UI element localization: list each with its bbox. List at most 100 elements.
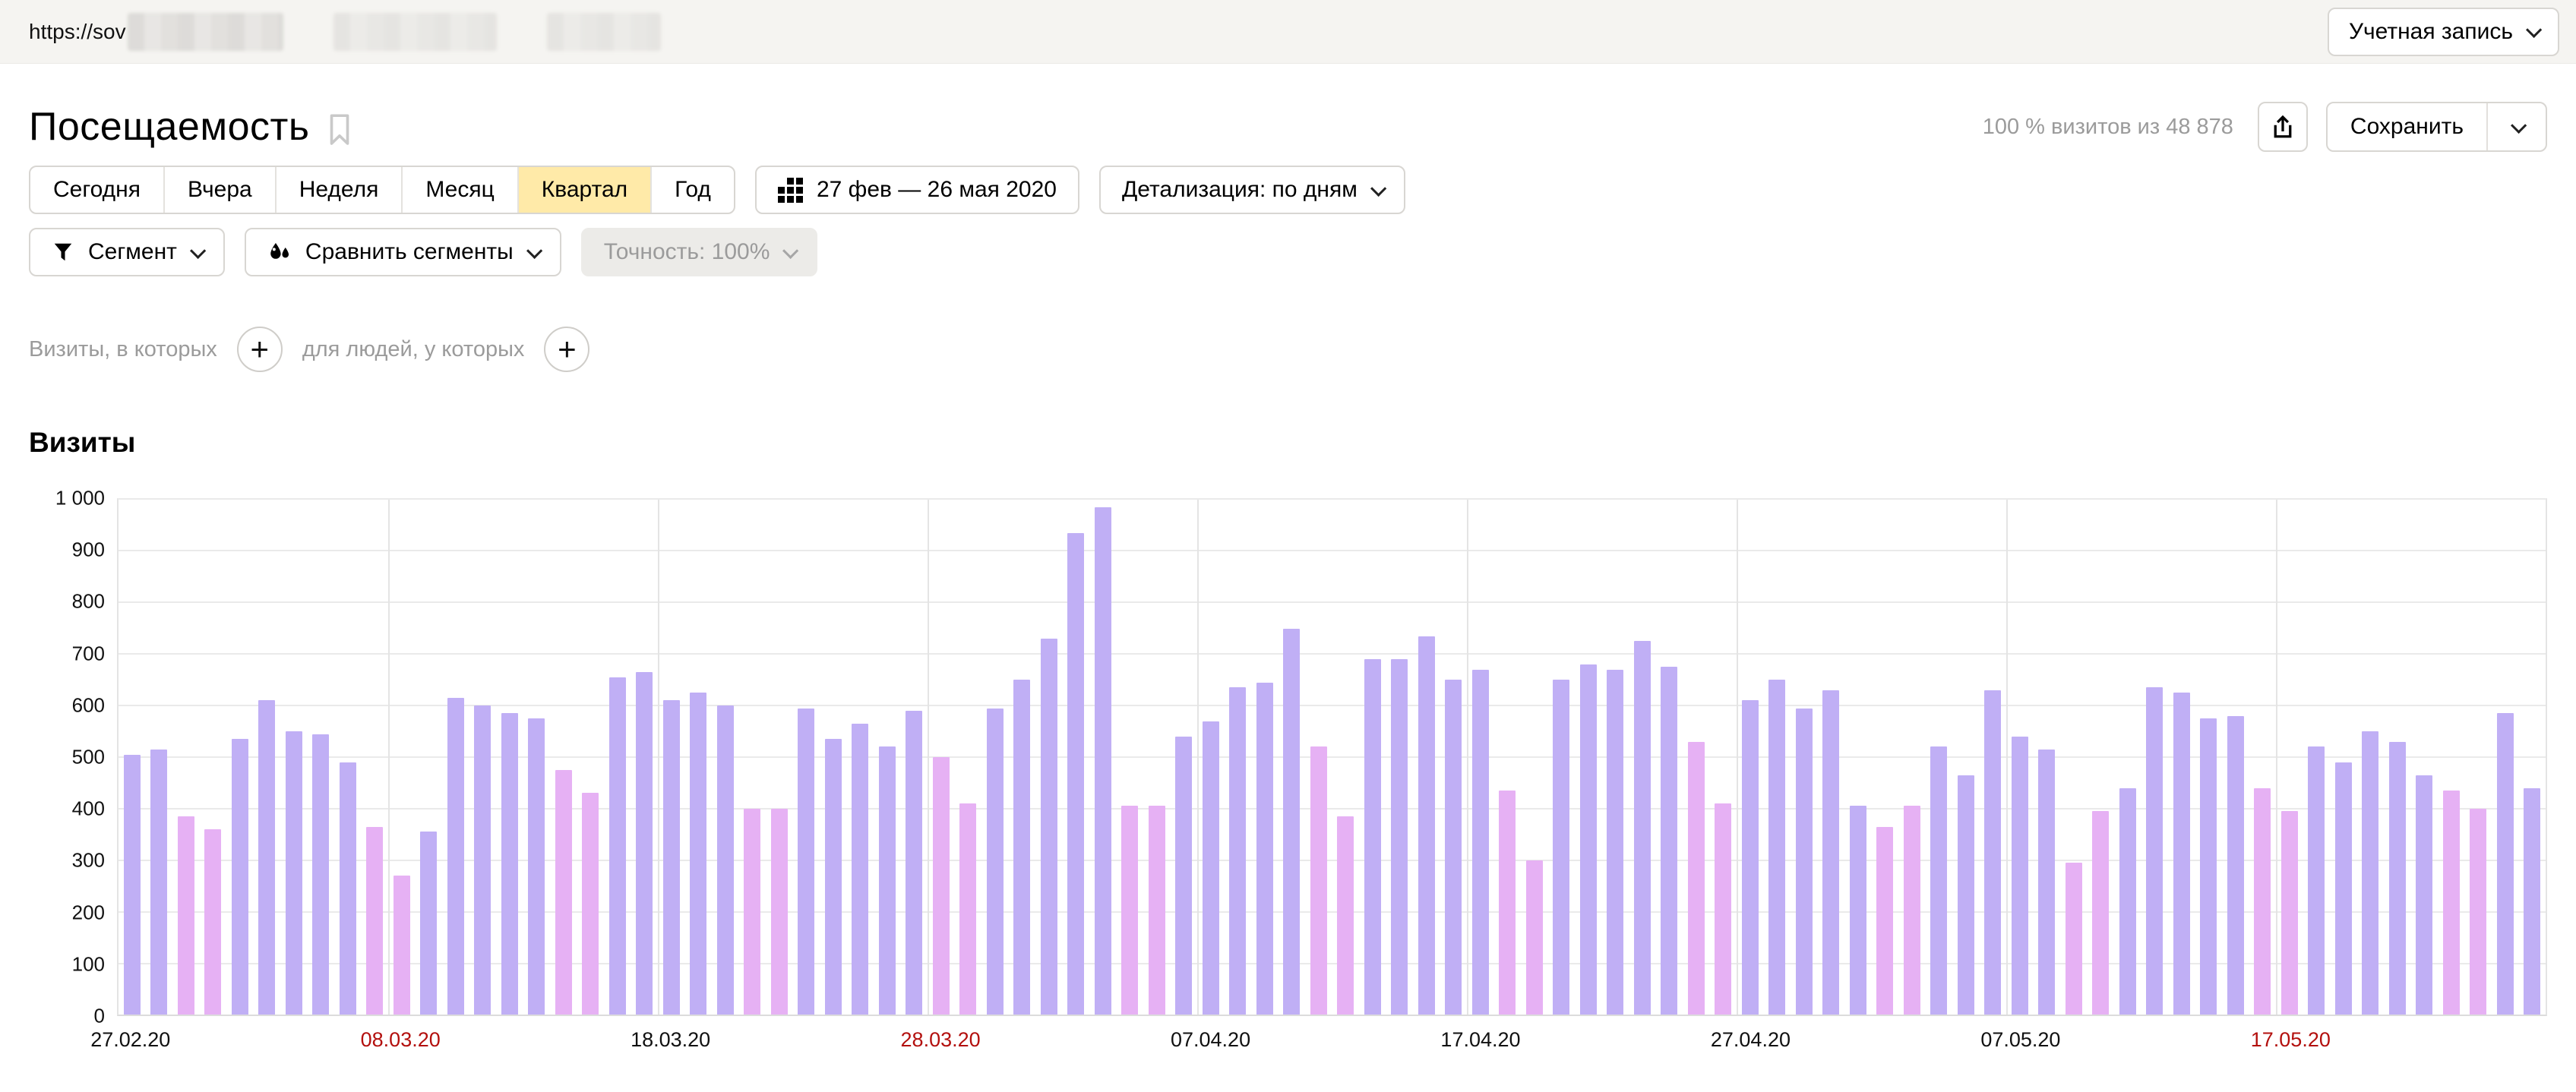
bar[interactable]: [744, 808, 761, 1015]
bar[interactable]: [2362, 731, 2379, 1015]
bar[interactable]: [1310, 746, 1327, 1015]
bar[interactable]: [1471, 669, 1489, 1015]
bar[interactable]: [1795, 708, 1813, 1015]
tab-week[interactable]: Неделя: [274, 167, 402, 213]
bar[interactable]: [1876, 826, 1894, 1015]
bar[interactable]: [716, 705, 734, 1015]
bar[interactable]: [1337, 816, 1354, 1015]
bar[interactable]: [231, 739, 248, 1015]
bar[interactable]: [258, 700, 276, 1015]
bar[interactable]: [1121, 806, 1139, 1015]
bar[interactable]: [2416, 775, 2433, 1015]
bar[interactable]: [528, 718, 545, 1015]
bar[interactable]: [1715, 803, 1732, 1015]
export-button[interactable]: [2257, 102, 2308, 152]
bar[interactable]: [1499, 791, 1516, 1015]
bar[interactable]: [2119, 787, 2136, 1015]
save-dropdown-button[interactable]: [2486, 103, 2546, 150]
bar[interactable]: [1283, 628, 1301, 1015]
bar[interactable]: [1579, 664, 1597, 1015]
bar[interactable]: [2388, 741, 2406, 1015]
add-visit-condition-button[interactable]: +: [236, 327, 283, 372]
detalization-dropdown[interactable]: Детализация: по дням: [1098, 166, 1405, 214]
bar[interactable]: [662, 700, 680, 1015]
bar[interactable]: [2334, 762, 2352, 1015]
bar[interactable]: [339, 762, 356, 1015]
tab-month[interactable]: Месяц: [401, 167, 517, 213]
bar[interactable]: [2038, 749, 2056, 1015]
bar[interactable]: [1094, 507, 1111, 1015]
bar[interactable]: [1633, 641, 1651, 1015]
bar[interactable]: [555, 769, 572, 1015]
segment-dropdown[interactable]: Сегмент: [29, 228, 225, 276]
bar[interactable]: [824, 739, 842, 1015]
bar[interactable]: [1930, 746, 1948, 1015]
bar[interactable]: [1984, 690, 2002, 1015]
bar[interactable]: [2254, 787, 2271, 1015]
bar[interactable]: [986, 708, 1004, 1015]
bar[interactable]: [932, 757, 950, 1015]
bar[interactable]: [1553, 680, 1570, 1015]
bar[interactable]: [2227, 715, 2244, 1015]
bar[interactable]: [447, 698, 464, 1015]
bar[interactable]: [798, 708, 815, 1015]
bar[interactable]: [1903, 806, 1920, 1015]
tab-year[interactable]: Год: [650, 167, 734, 213]
bar[interactable]: [1849, 806, 1866, 1015]
bar[interactable]: [2092, 811, 2110, 1015]
bar[interactable]: [1040, 639, 1057, 1015]
bar[interactable]: [959, 803, 977, 1015]
bar[interactable]: [474, 705, 491, 1015]
bar[interactable]: [285, 731, 302, 1015]
bar[interactable]: [1148, 806, 1165, 1015]
bar[interactable]: [204, 828, 222, 1015]
bar[interactable]: [2280, 811, 2298, 1015]
bar[interactable]: [2524, 787, 2541, 1015]
bar[interactable]: [582, 793, 599, 1015]
bar[interactable]: [2496, 713, 2514, 1015]
bar[interactable]: [1741, 700, 1759, 1015]
bar[interactable]: [1957, 775, 1974, 1015]
tab-yesterday[interactable]: Вчера: [163, 167, 275, 213]
bar[interactable]: [1013, 680, 1031, 1015]
date-range-button[interactable]: 27 фев — 26 мая 2020: [754, 166, 1079, 214]
bar[interactable]: [1202, 721, 1219, 1015]
bar[interactable]: [852, 723, 869, 1015]
bar[interactable]: [2065, 863, 2082, 1015]
bar[interactable]: [1256, 682, 1273, 1015]
bar[interactable]: [636, 672, 653, 1015]
bar[interactable]: [2146, 687, 2164, 1015]
bar[interactable]: [501, 713, 518, 1015]
bar[interactable]: [150, 749, 168, 1015]
bar[interactable]: [2200, 718, 2217, 1015]
bar[interactable]: [366, 826, 384, 1015]
bar[interactable]: [2470, 808, 2487, 1015]
bar[interactable]: [878, 746, 896, 1015]
bar[interactable]: [2173, 693, 2190, 1015]
bar[interactable]: [1768, 680, 1786, 1015]
bar[interactable]: [608, 677, 626, 1015]
bar[interactable]: [1822, 690, 1840, 1015]
bar[interactable]: [770, 808, 788, 1015]
add-people-condition-button[interactable]: +: [544, 327, 590, 372]
bar[interactable]: [1445, 680, 1462, 1015]
bar[interactable]: [1687, 741, 1705, 1015]
bar[interactable]: [393, 875, 410, 1015]
bar[interactable]: [1364, 659, 1381, 1015]
bar[interactable]: [1661, 667, 1678, 1015]
bar[interactable]: [420, 832, 438, 1015]
bar[interactable]: [1418, 636, 1435, 1015]
bar[interactable]: [1607, 669, 1624, 1015]
bar[interactable]: [1175, 736, 1193, 1015]
bar[interactable]: [177, 816, 194, 1015]
bar[interactable]: [1391, 659, 1408, 1015]
tab-today[interactable]: Сегодня: [53, 177, 141, 202]
compare-segments-dropdown[interactable]: Сравнить сегменты: [244, 228, 561, 276]
account-menu-button[interactable]: Учетная запись: [2327, 7, 2559, 56]
bar[interactable]: [1067, 533, 1085, 1015]
bookmark-icon[interactable]: [326, 112, 353, 147]
bar[interactable]: [2011, 736, 2028, 1015]
bar[interactable]: [1525, 860, 1543, 1015]
bar[interactable]: [2442, 791, 2460, 1015]
bar[interactable]: [312, 734, 330, 1015]
